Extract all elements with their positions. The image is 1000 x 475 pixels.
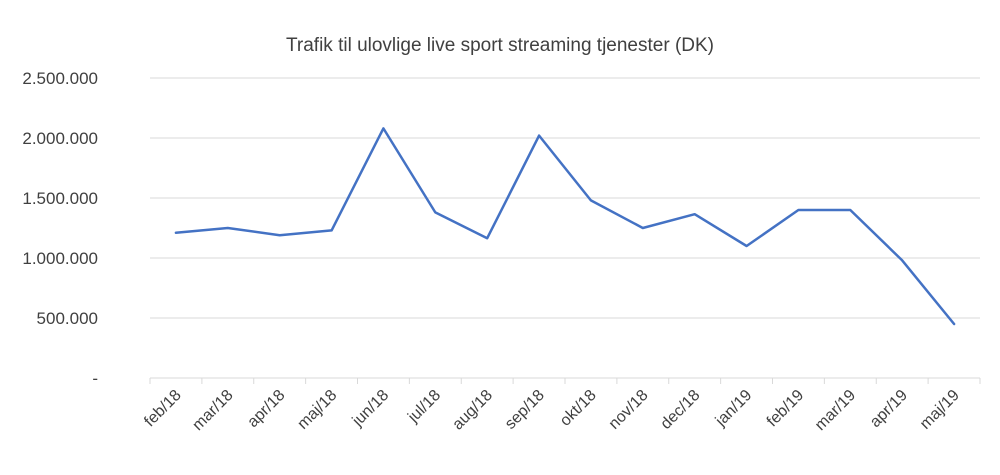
- x-tick-label: jun/18: [349, 387, 393, 431]
- x-tick-label: jul/18: [404, 387, 444, 427]
- x-tick-label: dec/18: [658, 387, 704, 433]
- x-tick-label: sep/18: [502, 387, 548, 433]
- x-tick-label: mar/18: [189, 387, 236, 434]
- x-tick-label: maj/19: [917, 387, 963, 433]
- y-tick-label: 1.000.000: [22, 249, 98, 268]
- y-tick-label: 2.500.000: [22, 69, 98, 88]
- x-tick-label: mar/19: [812, 387, 859, 434]
- x-tick-label: nov/18: [606, 387, 652, 433]
- series-line: [174, 127, 956, 326]
- x-tick-label: apr/18: [244, 387, 288, 431]
- y-axis-tick-labels: - 500.000 1.000.000 1.500.000 2.000.000 2.500…: [22, 69, 98, 388]
- y-tick-label: 500.000: [37, 309, 98, 328]
- y-tick-label: 2.000.000: [22, 129, 98, 148]
- x-tick-label: feb/18: [141, 387, 185, 431]
- chart-title: Trafik til ulovlige live sport streaming…: [286, 35, 714, 56]
- x-tick-label: feb/19: [764, 387, 808, 431]
- y-tick-label: -: [92, 369, 98, 388]
- x-axis: [149, 377, 981, 384]
- x-tick-label: apr/19: [867, 387, 911, 431]
- gridlines: [150, 77, 980, 319]
- x-tick-label: aug/18: [449, 387, 496, 434]
- x-tick-label: jan/19: [712, 387, 756, 431]
- x-axis-tick-labels: feb/18 mar/18 apr/18 maj/18 jun/18 jul/18 aug/…: [141, 387, 963, 434]
- series-layer: [174, 127, 956, 326]
- y-tick-label: 1.500.000: [22, 189, 98, 208]
- x-tick-label: okt/18: [557, 387, 600, 430]
- x-tick-label: maj/18: [294, 387, 340, 433]
